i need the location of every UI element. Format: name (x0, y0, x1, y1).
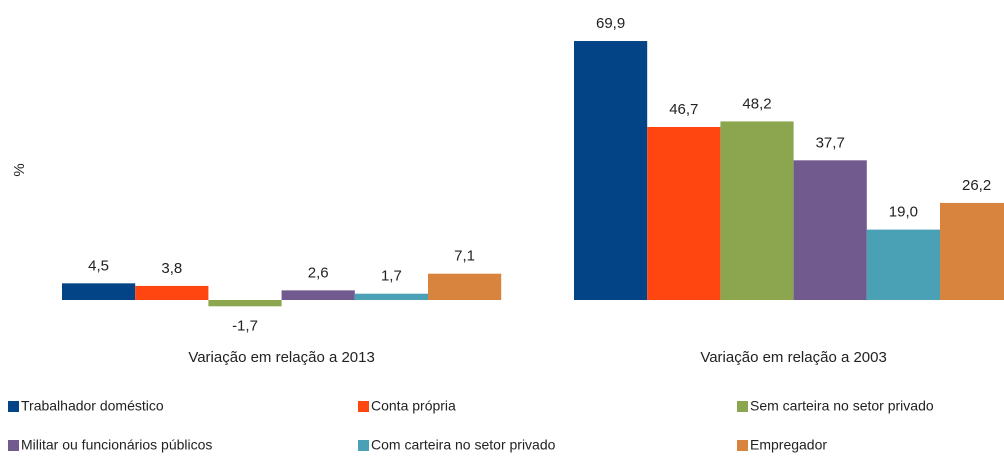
legend-swatch (358, 401, 369, 412)
value-label: 1,7 (381, 268, 402, 285)
value-label: 4,5 (88, 257, 109, 274)
value-label: 48,2 (742, 95, 771, 112)
legend-label: Militar ou funcionários públicos (21, 437, 212, 453)
legend-swatch (737, 440, 748, 451)
bar (574, 41, 648, 300)
legend-label: Empregador (750, 437, 827, 453)
value-label: 37,7 (816, 134, 845, 151)
legend-swatch (8, 440, 19, 451)
bar (62, 283, 136, 300)
legend-label: Trabalhador doméstico (21, 398, 164, 414)
value-label: 19,0 (889, 204, 918, 221)
bar (428, 273, 502, 300)
bar (135, 285, 209, 300)
y-axis-label: % (11, 163, 28, 176)
value-label: -1,7 (232, 317, 258, 334)
bar (793, 160, 867, 300)
bar (720, 121, 794, 300)
category-label: Variação em relação a 2003 (700, 349, 887, 366)
bar (354, 293, 428, 300)
legend-swatch (8, 401, 19, 412)
bar (866, 229, 940, 300)
value-label: 26,2 (962, 177, 991, 194)
value-label: 3,8 (161, 260, 182, 277)
value-label: 7,1 (454, 248, 475, 265)
value-label: 2,6 (308, 264, 329, 281)
bar (940, 202, 1004, 300)
value-label: 46,7 (669, 101, 698, 118)
bar (208, 300, 282, 307)
bar (281, 290, 355, 300)
bar (647, 126, 721, 300)
category-label: Variação em relação a 2013 (188, 349, 375, 366)
legend-swatch (358, 440, 369, 451)
legend-swatch (737, 401, 748, 412)
legend-label: Sem carteira no setor privado (750, 398, 934, 414)
value-label: 69,9 (596, 15, 625, 32)
legend-label: Com carteira no setor privado (371, 437, 556, 453)
legend-label: Conta própria (371, 398, 456, 414)
